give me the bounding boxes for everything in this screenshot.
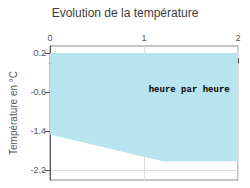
- svg-text:0.2: 0.2: [33, 48, 46, 58]
- svg-text:1: 1: [141, 33, 146, 43]
- svg-text:0: 0: [47, 33, 52, 43]
- svg-text:-1.4: -1.4: [30, 126, 46, 136]
- svg-text:-2.2: -2.2: [30, 165, 46, 175]
- svg-text:Température en °C: Température en °C: [8, 71, 19, 155]
- svg-text:2: 2: [235, 33, 240, 43]
- svg-text:Evolution de la température: Evolution de la température: [52, 6, 199, 20]
- svg-text:-0.6: -0.6: [30, 87, 46, 97]
- svg-text:heure par heure: heure par heure: [149, 85, 230, 95]
